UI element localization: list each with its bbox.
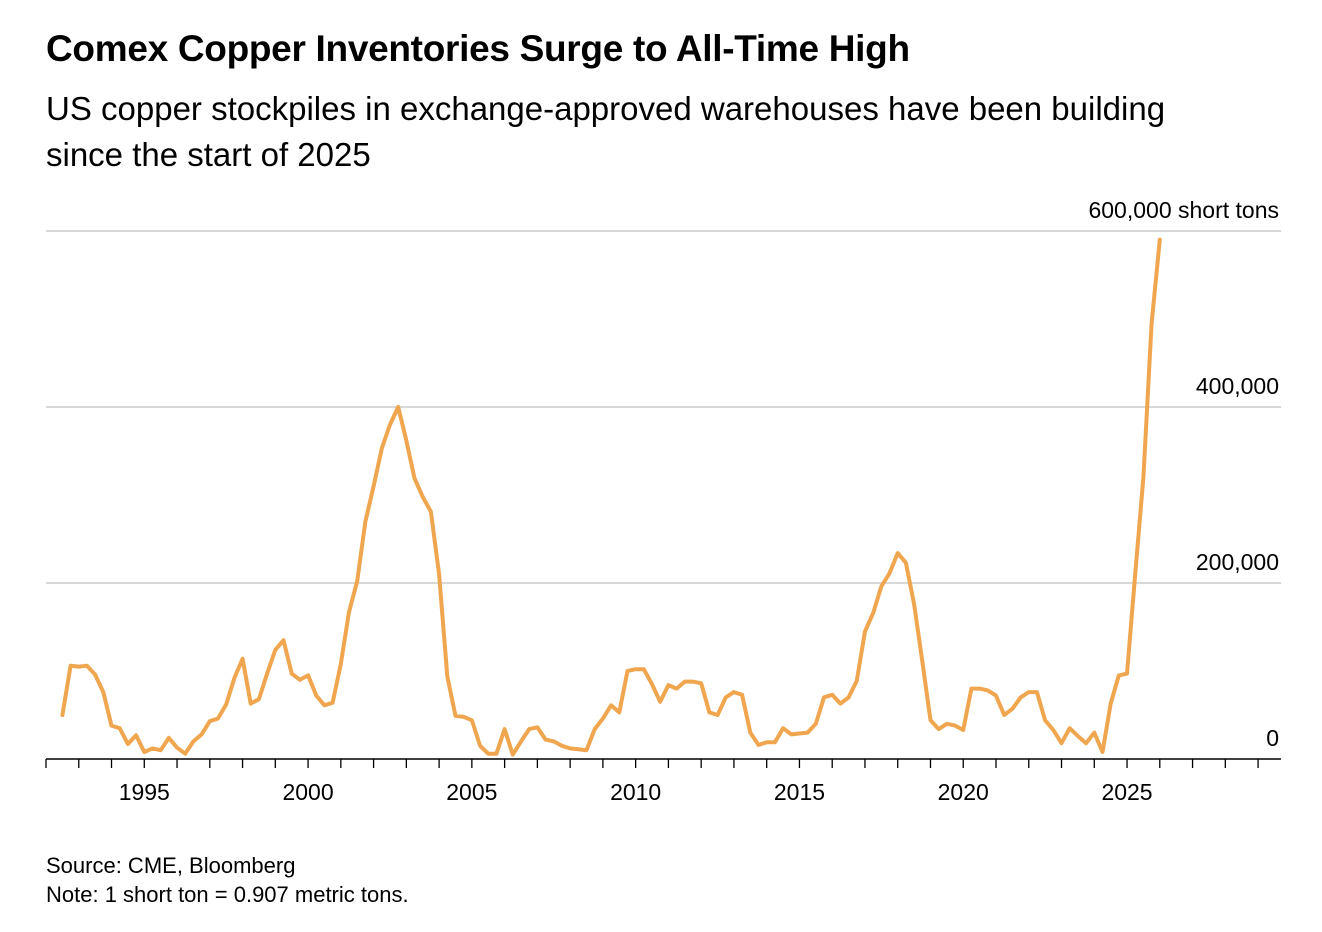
y-tick-label: 0 (1266, 725, 1279, 751)
y-tick-label: 600,000 short tons (1088, 197, 1279, 223)
x-tick-label: 2020 (938, 779, 989, 805)
x-tick-label: 2005 (446, 779, 497, 805)
y-tick-label: 200,000 (1196, 549, 1279, 575)
x-axis: 1995 2000 2005 2010 2015 2020 2025 (45, 758, 1281, 805)
chart-subtitle: US copper stockpiles in exchange-approve… (46, 90, 1166, 173)
x-tick-label: 1995 (119, 779, 170, 805)
source-note: Source: CME, Bloomberg (46, 853, 296, 878)
series-line-copper-inventories (60, 237, 1162, 757)
x-tick-label: 2025 (1101, 779, 1152, 805)
unit-note: Note: 1 short ton = 0.907 metric tons. (46, 882, 409, 907)
y-tick-label: 400,000 (1196, 373, 1279, 399)
chart-title: Comex Copper Inventories Surge to All-Ti… (46, 28, 910, 69)
x-tick-label: 2010 (610, 779, 661, 805)
x-tick-label: 2000 (282, 779, 333, 805)
footer: Source: CME, Bloomberg Note: 1 short ton… (46, 851, 409, 909)
gridlines (46, 230, 1281, 584)
x-tick-label: 2015 (774, 779, 825, 805)
y-axis-labels: 600,000 short tons 400,000 200,000 0 (1088, 197, 1279, 751)
series-layer (60, 237, 1162, 757)
